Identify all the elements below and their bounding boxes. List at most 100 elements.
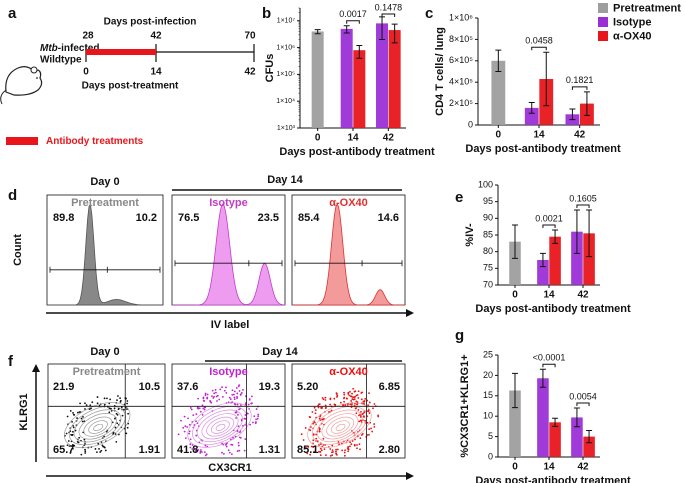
day-label: Day 0	[90, 176, 119, 188]
event-dot	[330, 451, 333, 454]
error-bar	[543, 51, 550, 107]
error-bar	[586, 209, 593, 258]
event-dot	[234, 411, 237, 414]
event-dot	[324, 407, 327, 410]
event-dot	[347, 450, 350, 453]
sample-name: Pretreatment	[73, 366, 141, 378]
event-dot	[190, 408, 193, 411]
y-tick-label: 25	[483, 349, 493, 359]
day-label: Day 0	[90, 346, 119, 358]
histogram	[47, 203, 163, 306]
event-dot	[121, 414, 124, 417]
event-dot	[321, 406, 323, 409]
contour	[88, 420, 108, 434]
event-dot	[366, 421, 369, 424]
event-dot	[72, 412, 74, 414]
panel-label: b	[262, 5, 271, 22]
infection-day: 28	[82, 31, 94, 42]
error-bar	[528, 102, 535, 114]
event-dot	[197, 407, 200, 410]
event-dot	[236, 392, 239, 395]
event-dot	[76, 417, 78, 420]
event-dot	[360, 410, 362, 413]
y-tick-label: 1×10⁵	[276, 71, 295, 78]
p-value: 0.1821	[566, 75, 594, 85]
bar	[509, 241, 521, 285]
event-dot	[126, 402, 128, 405]
event-dot	[251, 402, 253, 404]
event-dot	[350, 400, 353, 402]
y-tick-label: 90	[483, 213, 493, 223]
event-dot	[66, 415, 69, 418]
event-dot	[317, 450, 320, 453]
event-dot	[233, 398, 236, 401]
event-dot	[347, 447, 349, 449]
event-dot	[109, 398, 112, 401]
event-dot	[356, 394, 359, 396]
event-dot	[236, 450, 239, 452]
bar	[388, 30, 401, 128]
event-dot	[309, 429, 312, 432]
event-dot	[312, 433, 315, 436]
contour	[307, 402, 372, 448]
arrow-head	[406, 309, 414, 317]
y-tick-label: 95	[483, 196, 493, 206]
sample-name: α-OX40	[329, 366, 368, 378]
event-dot	[199, 410, 202, 413]
y-tick-label: 1×10⁷	[277, 18, 296, 25]
event-dot	[102, 445, 105, 448]
error-bar	[343, 25, 350, 34]
sample-name: Isotype	[209, 366, 248, 378]
event-dot	[316, 440, 319, 443]
event-dot	[358, 414, 360, 417]
contour	[215, 423, 226, 431]
event-dot	[235, 387, 238, 389]
event-dot	[349, 441, 352, 444]
treatment-label: Days post-treatment	[82, 81, 179, 92]
event-dot	[343, 391, 345, 394]
bar	[583, 233, 595, 285]
contour	[326, 416, 355, 437]
event-dot	[357, 409, 360, 411]
y-tick-label: 1×10⁶	[449, 12, 473, 22]
event-dot	[352, 387, 355, 390]
infection-day: 42	[150, 31, 162, 42]
event-dot	[104, 449, 107, 452]
event-dot	[199, 450, 202, 453]
event-dot	[84, 443, 86, 445]
event-dot	[206, 396, 209, 399]
event-dot	[85, 404, 88, 407]
y-label: Count	[12, 234, 24, 266]
event-dot	[312, 422, 315, 425]
event-dot	[182, 426, 185, 429]
event-dot	[230, 443, 233, 446]
event-dot	[77, 411, 79, 414]
event-dot	[344, 449, 346, 452]
y-tick-label: 4×10⁵	[449, 77, 473, 87]
event-dot	[320, 449, 323, 452]
event-dot	[351, 403, 353, 406]
quadrant-percent: 19.3	[259, 381, 280, 393]
bar	[353, 50, 366, 128]
event-dot	[364, 397, 367, 400]
y-tick-label: 6×10⁵	[449, 55, 473, 65]
event-dot	[341, 449, 344, 452]
event-dot	[221, 451, 223, 454]
event-dot	[244, 403, 247, 406]
event-dot	[314, 409, 317, 412]
legend-label: Antibody treatments	[46, 136, 144, 147]
infection-label: Days post-infection	[104, 17, 197, 28]
y-tick-label: 1×10³	[277, 125, 296, 132]
event-dot	[321, 397, 324, 399]
event-dot	[331, 449, 334, 452]
event-dot	[94, 448, 97, 450]
event-dot	[189, 446, 192, 449]
contour	[201, 413, 239, 440]
treatment-day: 0	[83, 67, 89, 78]
event-dot	[72, 447, 74, 450]
y-label: KLRG1	[18, 393, 30, 430]
event-dot	[311, 411, 314, 413]
event-dot	[244, 414, 247, 416]
event-dot	[349, 395, 352, 398]
